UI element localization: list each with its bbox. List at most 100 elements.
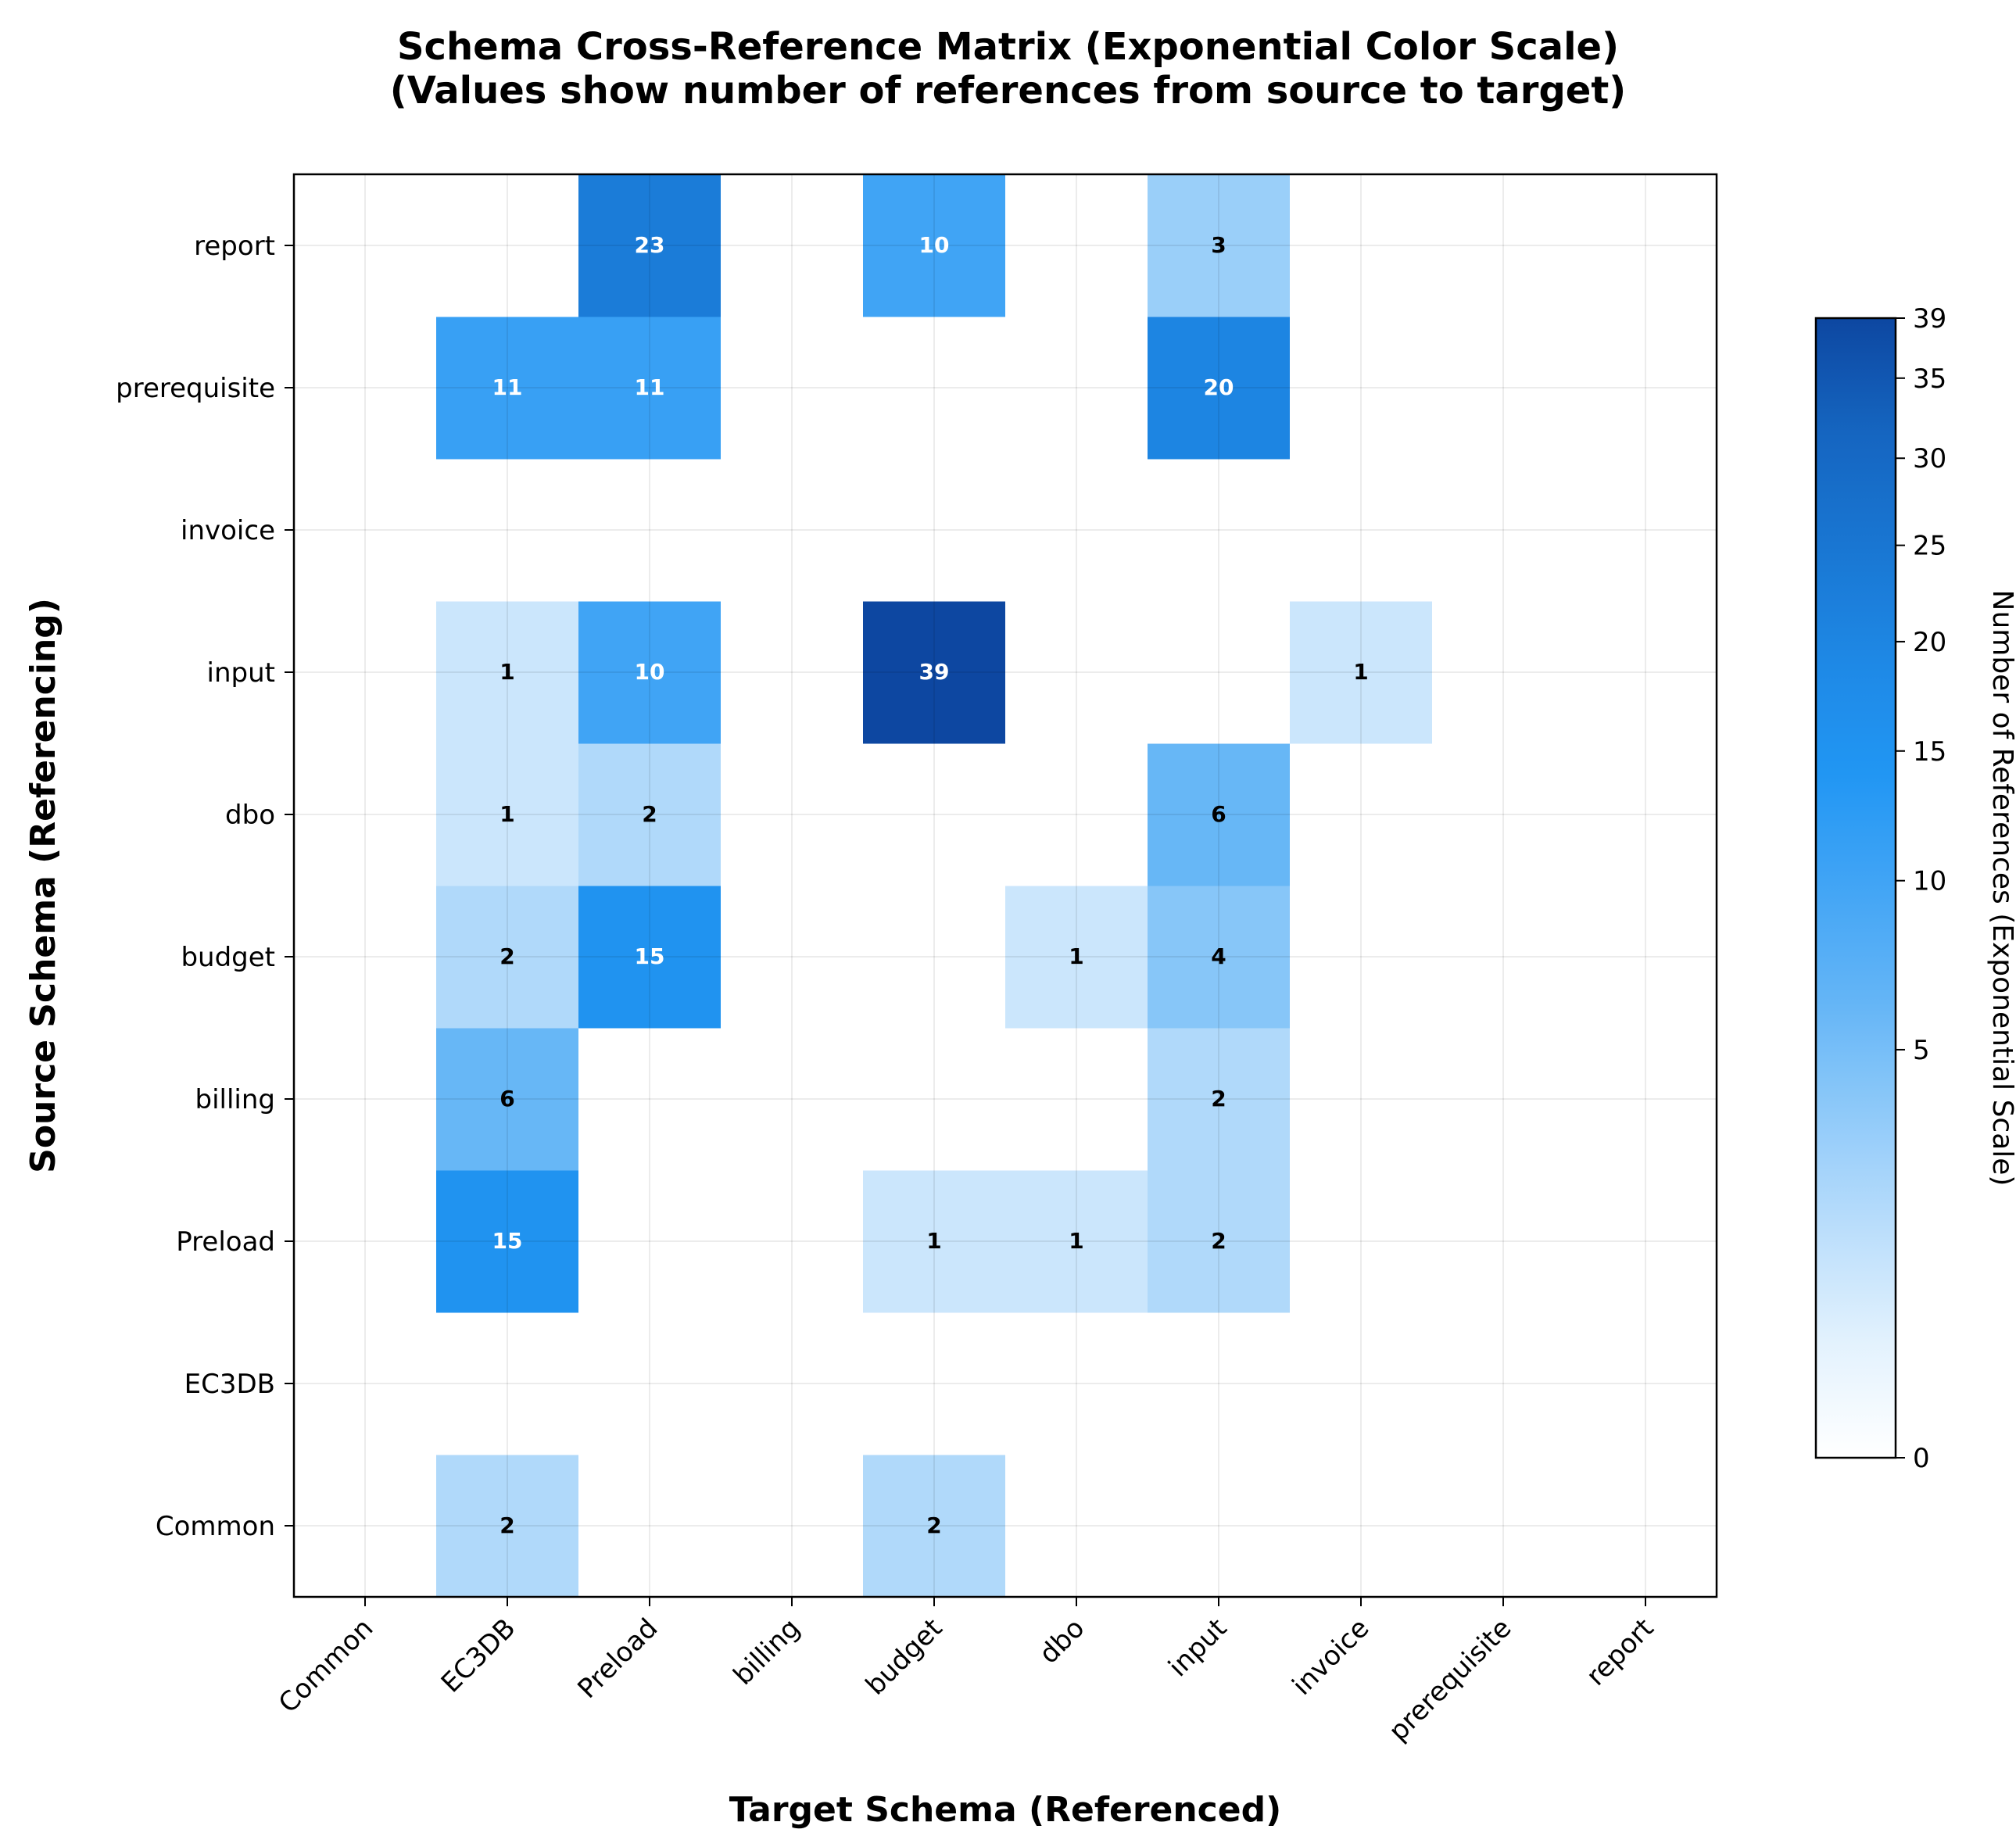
heatmap-cell [1290, 1455, 1433, 1598]
heatmap-cell [721, 1312, 864, 1455]
cell-value: 2 [926, 1512, 941, 1538]
heatmap-cell [1574, 886, 1717, 1029]
heatmap-cell [578, 743, 722, 886]
heatmap-cell [1432, 317, 1575, 460]
heatmap-cell [1005, 459, 1148, 602]
colorbar-tick-label: 39 [1913, 303, 1946, 335]
y-tick-label: billing [195, 1084, 276, 1115]
heatmap-cell [721, 1455, 864, 1598]
cell-value: 1 [1353, 659, 1368, 685]
cell-value: 11 [635, 374, 665, 400]
cell-value: 1 [1069, 943, 1083, 969]
heatmap-cell [1290, 317, 1433, 460]
heatmap-cell [294, 886, 437, 1029]
heatmap-cell [436, 174, 579, 317]
cell-value: 10 [635, 659, 665, 685]
heatmap-cell [1005, 1170, 1148, 1313]
heatmap-cell [294, 1455, 437, 1598]
heatmap-cell [1432, 886, 1575, 1029]
y-axis-label: Source Schema (Referencing) [23, 598, 63, 1173]
heatmap-cell [578, 886, 722, 1029]
heatmap-cell [436, 1028, 579, 1171]
x-tick-label: Preload [571, 1613, 664, 1705]
cell-value: 6 [500, 1086, 514, 1111]
heatmap-cell [294, 601, 437, 744]
heatmap-cell [721, 459, 864, 602]
heatmap-cell [294, 1028, 437, 1171]
plot-frame [292, 173, 1718, 1598]
heatmap-cell [721, 1170, 864, 1313]
colorbar-gradient [1814, 317, 1897, 1459]
heatmap-cell [294, 317, 437, 460]
heatmap-cell [1432, 1312, 1575, 1455]
heatmap-cell [578, 1455, 722, 1598]
heatmap-cell [1148, 1312, 1291, 1455]
colorbar-tick-label: 30 [1913, 443, 1946, 474]
y-tick-label: dbo [225, 800, 275, 831]
cell-value: 4 [1211, 943, 1226, 969]
colorbar-tick-label: 25 [1913, 531, 1946, 562]
heatmap-cell [1290, 743, 1433, 886]
heatmap-cell [294, 459, 437, 602]
cell-value: 1 [1069, 1228, 1083, 1254]
heatmap-cell [436, 317, 579, 460]
heatmap-cell [863, 1455, 1006, 1598]
heatmap-cell [578, 1312, 722, 1455]
cell-value: 6 [1211, 801, 1226, 827]
y-tick-label: invoice [181, 515, 275, 546]
heatmap-cell [1148, 317, 1291, 460]
cell-value: 3 [1211, 232, 1226, 258]
colorbar-tick-label: 35 [1913, 363, 1946, 395]
heatmap-cell [1148, 174, 1291, 317]
heatmap-cell [1432, 743, 1575, 886]
heatmap-cell [1432, 1028, 1575, 1171]
colorbar-label: Number of References (Exponential Scale) [1986, 590, 2016, 1187]
y-tick-label: input [207, 657, 275, 689]
heatmap-cell [1005, 601, 1148, 744]
heatmap-cell [1148, 1170, 1291, 1313]
cell-value: 23 [635, 232, 665, 258]
heatmap-cell [1148, 743, 1291, 886]
cell-value: 10 [919, 232, 950, 258]
heatmap-cell [863, 317, 1006, 460]
chart-title: Schema Cross-Reference Matrix (Exponenti… [396, 25, 1620, 69]
cell-value: 2 [642, 801, 657, 827]
x-tick-label: dbo [1033, 1613, 1091, 1670]
cell-value: 1 [500, 801, 514, 827]
heatmap-cell [1290, 601, 1433, 744]
heatmap-cell [578, 459, 722, 602]
heatmap-cell [863, 1312, 1006, 1455]
y-tick-label: Common [156, 1511, 275, 1542]
heatmap-cell [1290, 1312, 1433, 1455]
y-tick-label: budget [181, 942, 275, 973]
y-tick-label: Preload [176, 1226, 275, 1258]
heatmap-cell [1148, 601, 1291, 744]
x-axis-label: Target Schema (Referenced) [729, 1790, 1281, 1830]
heatmap-cell [578, 601, 722, 744]
y-tick-label: report [194, 231, 275, 262]
heatmap-cell [1148, 459, 1291, 602]
heatmap-cell [721, 174, 864, 317]
heatmap-cell [863, 743, 1006, 886]
heatmap-cell [1148, 1028, 1291, 1171]
heatmap-cell [294, 174, 437, 317]
heatmap-cell [1005, 886, 1148, 1029]
y-axis: Common EC3DB Preload billing budget dbo input i… [116, 231, 294, 1542]
heatmap-cell [436, 1312, 579, 1455]
heatmap-cell [1148, 886, 1291, 1029]
heatmap-cell [1574, 1455, 1717, 1598]
cell-value: 11 [492, 374, 523, 400]
cell-value: 39 [919, 659, 950, 685]
heatmap-cell [863, 174, 1006, 317]
cell-value: 1 [926, 1228, 941, 1254]
cell-value: 2 [1211, 1086, 1226, 1111]
heatmap-cell [436, 1170, 579, 1313]
heatmap-cell [1574, 1028, 1717, 1171]
cell-value: 15 [635, 943, 665, 969]
x-tick-label: input [1162, 1613, 1233, 1683]
x-tick-label: billing [728, 1613, 807, 1691]
heatmap-cell [1290, 459, 1433, 602]
heatmap-cell [863, 459, 1006, 602]
